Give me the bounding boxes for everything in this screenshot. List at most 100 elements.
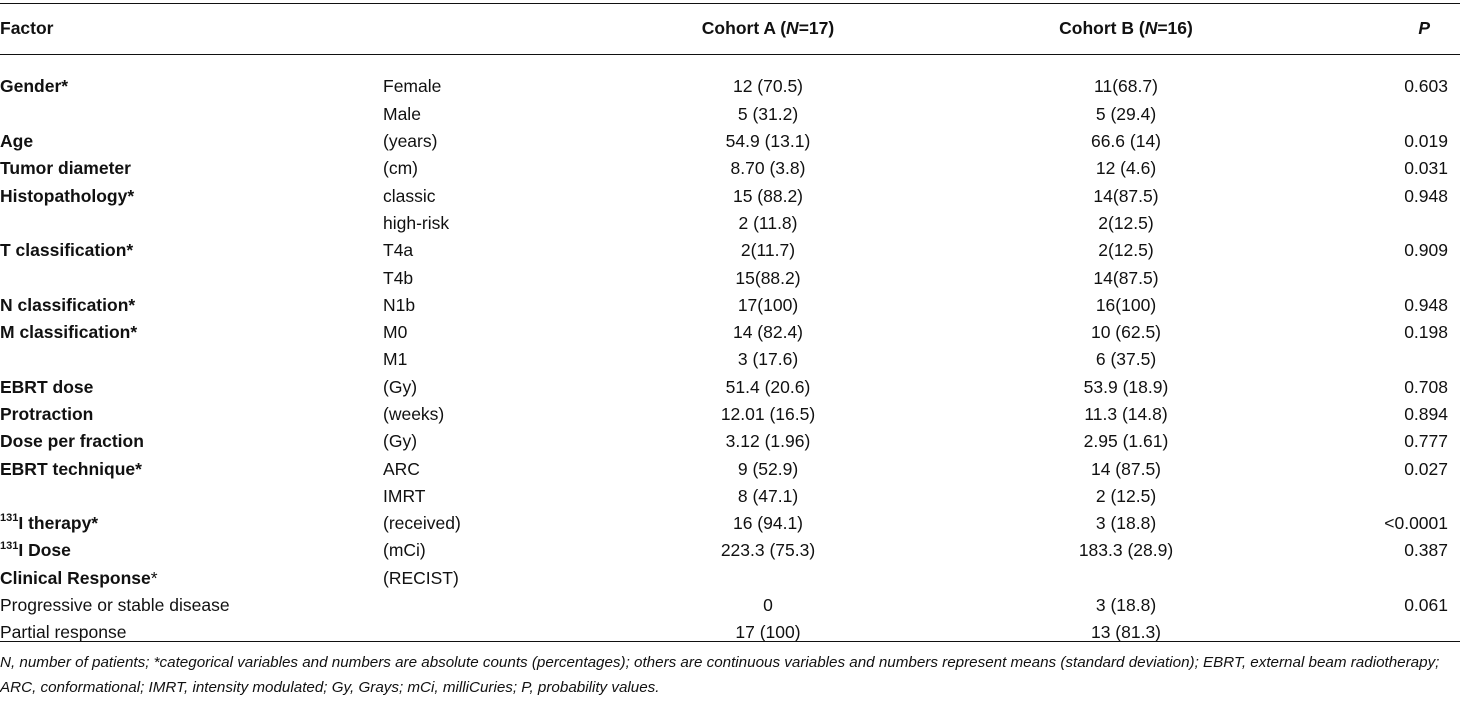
sub-cell xyxy=(383,592,583,619)
sub-cell: Female xyxy=(383,76,442,97)
sub-cell: M1 xyxy=(383,349,408,370)
header-cohort-b: Cohort B (N=16) xyxy=(1059,17,1193,38)
cohort-b-cell: 5 (29.4) xyxy=(1095,103,1157,124)
factor-cell: Histopathology* xyxy=(0,185,135,206)
factor-cell: M classification* xyxy=(0,322,138,343)
factor-cell: Progressive or stable disease xyxy=(0,595,230,616)
factor-cell: Tumor diameter xyxy=(0,158,131,179)
sub-cell: (received) xyxy=(383,513,461,534)
sub-cell: T4a xyxy=(383,240,414,261)
table-row: Age (years) 54.9 (13.1) 66.6 (14) 0.019 xyxy=(0,128,1460,155)
bottom-rule xyxy=(0,641,1460,642)
p-value-cell: <0.0001 xyxy=(1384,513,1448,534)
p-value-cell xyxy=(1299,619,1460,646)
cohort-b-cell: 66.6 (14) xyxy=(1090,131,1162,152)
factor-cell: EBRT dose xyxy=(0,376,94,397)
table-row: N classification* N1b 17(100) 16(100) 0.948 xyxy=(0,292,1460,319)
header-rule xyxy=(0,54,1460,55)
sub-cell: (cm) xyxy=(383,158,418,179)
header-p: P xyxy=(1418,17,1430,38)
cohort-a-cell: 14 (82.4) xyxy=(732,322,804,343)
cohort-a-cell: 3 (17.6) xyxy=(737,349,799,370)
sub-cell: (Gy) xyxy=(383,376,418,397)
p-value-cell: 0.708 xyxy=(1404,376,1448,397)
table-row: T classification* T4a 2(11.7) 2(12.5) 0.909 xyxy=(0,237,1460,264)
sub-cell xyxy=(383,619,583,646)
factor-cell: Dose per fraction xyxy=(0,431,144,452)
p-value-cell xyxy=(1299,210,1460,237)
cohort-b-cell: 14(87.5) xyxy=(1093,185,1159,206)
sub-cell: (mCi) xyxy=(383,540,426,561)
cohort-a-cell: 15 (88.2) xyxy=(732,185,804,206)
cohort-a-cell: 9 (52.9) xyxy=(737,458,799,479)
table-row: T4b 15(88.2) 14(87.5) xyxy=(0,264,1460,291)
sub-cell: IMRT xyxy=(383,485,426,506)
table-row: M classification* M0 14 (82.4) 10 (62.5) 0.1… xyxy=(0,319,1460,346)
factor-cell: Clinical Response* xyxy=(0,567,158,588)
sub-cell: M0 xyxy=(383,322,408,343)
table-row: Gender* Female 12 (70.5) 11(68.7) 0.603 xyxy=(0,73,1460,100)
cohort-b-cell xyxy=(953,565,1299,592)
cohort-b-cell: 11.3 (14.8) xyxy=(1084,404,1168,424)
cohort-b-cell: 6 (37.5) xyxy=(1095,349,1157,370)
table-row: M1 3 (17.6) 6 (37.5) xyxy=(0,346,1460,373)
factor-cell xyxy=(0,483,383,510)
cohort-a-cell: 51.4 (20.6) xyxy=(725,376,811,397)
top-rule xyxy=(0,3,1460,4)
cohort-a-cell: 8.70 (3.8) xyxy=(730,158,806,179)
p-value-cell: 0.603 xyxy=(1404,76,1448,97)
sub-cell: N1b xyxy=(383,294,416,315)
table-body: Gender* Female 12 (70.5) 11(68.7) 0.603 Male 5… xyxy=(0,73,1460,646)
cohort-a-cell: 2 (11.8) xyxy=(738,212,798,233)
table-row: Male 5 (31.2) 5 (29.4) xyxy=(0,101,1460,128)
sub-cell: (weeks) xyxy=(383,404,445,424)
p-value-cell: 0.894 xyxy=(1404,404,1448,424)
factor-cell: T classification* xyxy=(0,240,134,261)
p-value-cell: 0.019 xyxy=(1404,131,1448,152)
p-value-cell: 0.948 xyxy=(1404,294,1448,315)
cohort-b-cell: 2.95 (1.61) xyxy=(1083,431,1169,452)
cohort-a-cell: 54.9 (13.1) xyxy=(725,131,811,152)
header-cohort-a: Cohort A (N=17) xyxy=(701,17,835,38)
sub-cell: ARC xyxy=(383,458,420,479)
cohort-a-cell: 0 xyxy=(763,595,773,616)
cohort-a-cell: 12 (70.5) xyxy=(732,76,804,97)
cohort-a-cell: 16 (94.1) xyxy=(732,513,804,534)
table-row: high-risk 2 (11.8) 2(12.5) xyxy=(0,210,1460,237)
cohort-b-cell: 2 (12.5) xyxy=(1095,485,1157,506)
table-row: EBRT dose (Gy) 51.4 (20.6) 53.9 (18.9) 0.708 xyxy=(0,374,1460,401)
cohort-b-cell: 53.9 (18.9) xyxy=(1083,376,1169,397)
sub-cell: high-risk xyxy=(383,212,450,233)
cohort-a-cell: 2(11.7) xyxy=(740,240,796,261)
p-value-cell: 0.777 xyxy=(1404,431,1448,452)
factor-cell xyxy=(0,101,383,128)
factor-cell: N classification* xyxy=(0,294,136,315)
factor-cell: Age xyxy=(0,131,34,152)
p-value-cell: 0.031 xyxy=(1404,158,1448,179)
p-value-cell: 0.909 xyxy=(1404,240,1448,261)
table-row: 131I therapy* (received) 16 (94.1) 3 (18.8)… xyxy=(0,510,1460,537)
factor-cell: Protraction xyxy=(0,404,94,424)
p-value-cell xyxy=(1299,101,1460,128)
cohort-b-cell: 3 (18.8) xyxy=(1095,513,1157,534)
table-row: Progressive or stable disease 0 3 (18.8) 0.… xyxy=(0,592,1460,619)
p-value-cell: 0.948 xyxy=(1404,185,1448,206)
table-row: Histopathology* classic 15 (88.2) 14(87.5) 0… xyxy=(0,182,1460,209)
cohort-a-cell: 17 (100) xyxy=(735,622,801,643)
table-row: Tumor diameter (cm) 8.70 (3.8) 12 (4.6) 0.03… xyxy=(0,155,1460,182)
table-row: Clinical Response* (RECIST) xyxy=(0,565,1460,592)
sub-cell: T4b xyxy=(383,267,414,288)
cohort-a-cell: 3.12 (1.96) xyxy=(725,431,811,452)
p-value-cell xyxy=(1299,565,1460,592)
factor-cell xyxy=(0,264,383,291)
cohort-a-cell: 12.01 (16.5) xyxy=(720,404,816,424)
factor-cell: EBRT technique* xyxy=(0,458,142,479)
table-row: Dose per fraction (Gy) 3.12 (1.96) 2.95 (1.… xyxy=(0,428,1460,455)
table-row: EBRT technique* ARC 9 (52.9) 14 (87.5) 0.027 xyxy=(0,455,1460,482)
factor-cell: Gender* xyxy=(0,76,69,97)
p-value-cell xyxy=(1299,264,1460,291)
p-value-cell: 0.387 xyxy=(1404,540,1448,561)
sub-cell: classic xyxy=(383,185,436,206)
cohort-b-cell: 12 (4.6) xyxy=(1095,158,1157,179)
